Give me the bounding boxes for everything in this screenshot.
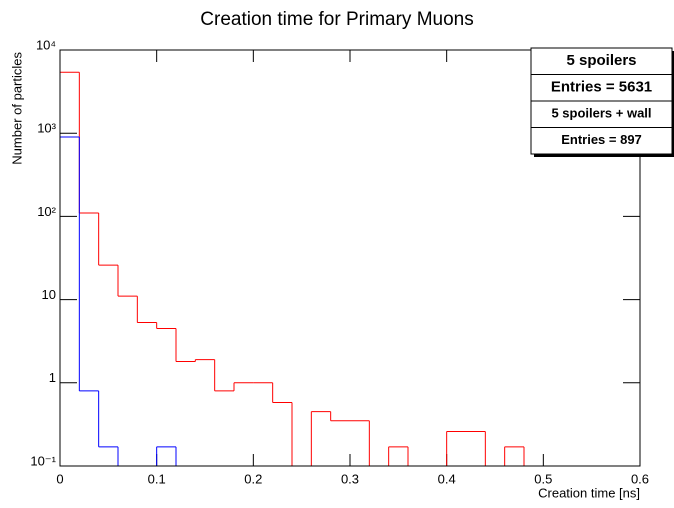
y-axis-label: Number of particles xyxy=(9,52,24,165)
x-tick-label: 0.1 xyxy=(148,471,166,486)
legend-label: 5 spoilers + wall xyxy=(551,106,651,121)
x-tick-label: 0.4 xyxy=(438,471,456,486)
x-tick-label: 0.5 xyxy=(534,471,552,486)
y-tick-label: 1 xyxy=(49,370,56,385)
y-tick-label: 10⁴ xyxy=(36,37,56,52)
plot-frame xyxy=(59,49,641,467)
x-tick-label: 0.3 xyxy=(341,471,359,486)
legend-label: Entries = 5631 xyxy=(551,79,652,96)
x-axis-label: Creation time [ns] xyxy=(538,485,640,500)
x-tick-label: 0.2 xyxy=(244,471,262,486)
x-tick-label: 0 xyxy=(56,471,63,486)
legend-label: 5 spoilers xyxy=(566,52,636,69)
y-tick-label: 10 xyxy=(42,287,56,302)
legend-label: Entries = 897 xyxy=(561,132,642,147)
y-tick-label: 10³ xyxy=(37,121,56,136)
chart-title: Creation time for Primary Muons xyxy=(200,9,473,30)
x-tick-label: 0.6 xyxy=(631,471,649,486)
y-tick-label: 10² xyxy=(37,204,56,219)
y-tick-label: 10⁻¹ xyxy=(30,453,56,468)
